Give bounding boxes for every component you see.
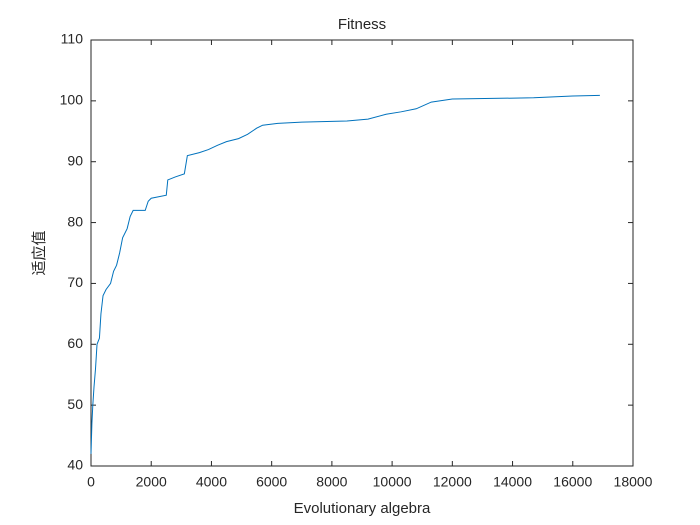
x-tick-label: 10000 [373,474,412,490]
x-tick-label: 18000 [614,474,653,490]
x-tick-label: 16000 [553,474,592,490]
x-tick-label: 2000 [136,474,167,490]
plot-frame [90,39,634,467]
chart-title: Fitness [338,16,386,33]
x-axis-label: Evolutionary algebra [294,500,431,517]
x-tick-label: 14000 [493,474,532,490]
y-tick-label: 90 [67,152,83,168]
y-tick-label: 60 [67,335,83,351]
x-tick-label: 8000 [316,474,347,490]
y-tick-label: 70 [67,274,83,290]
y-tick-label: 80 [67,213,83,229]
x-tick-label: 6000 [256,474,287,490]
y-tick-label: 100 [60,92,84,108]
data-line [90,94,600,454]
y-axis-label: 适应值 [30,230,48,275]
y-tick-label: 50 [67,396,83,412]
y-tick-label: 110 [61,31,84,47]
y-tick-label: 40 [67,457,83,473]
x-tick-label: 4000 [196,474,227,490]
x-tick-label: 12000 [433,474,472,490]
x-tick-label: 0 [87,474,95,490]
